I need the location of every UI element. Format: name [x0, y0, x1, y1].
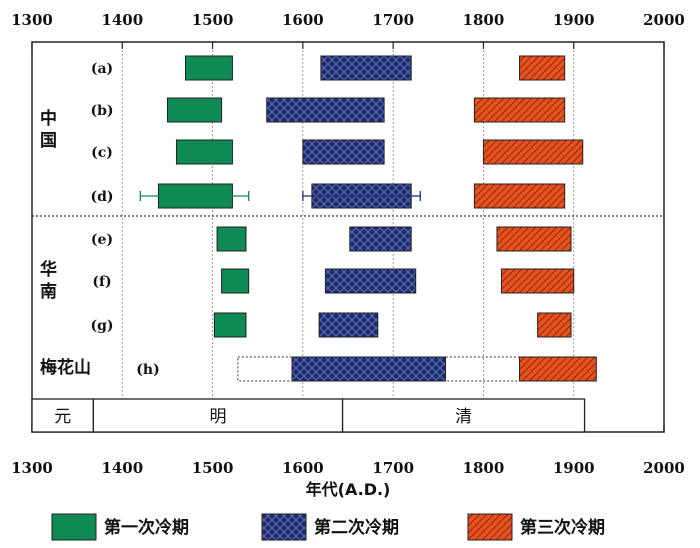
third-cold-period-bar — [496, 226, 572, 252]
third-cold-period-bar — [537, 312, 572, 338]
tick-label-bottom: 1400 — [101, 459, 143, 477]
region-label-china-char2: 国 — [40, 131, 57, 151]
third-cold-period-bar — [519, 55, 566, 81]
tick-label-bottom: 2000 — [643, 459, 685, 477]
first-cold-period-bar — [213, 312, 247, 338]
legend-swatch — [467, 513, 513, 541]
first-cold-period-bar — [184, 55, 233, 81]
row-label: (g) — [90, 318, 113, 334]
row-labels: (a) (b) (c) (d) (e) (f) (g) (h) — [90, 61, 159, 378]
error-bar — [302, 191, 421, 201]
legend-swatch — [51, 513, 97, 541]
tick-label-top: 1600 — [282, 11, 324, 29]
row-label: (f) — [92, 274, 111, 290]
legend-label: 第二次冷期 — [314, 517, 399, 538]
tick-label-top: 1400 — [101, 11, 143, 29]
legend-first-cold-period: 第一次冷期 — [51, 513, 189, 541]
bar-layer — [139, 55, 597, 382]
row-label: (c) — [91, 145, 113, 161]
tick-label-bottom: 1700 — [372, 459, 414, 477]
first-cold-period-bar — [221, 268, 250, 294]
row-label: (b) — [90, 103, 113, 119]
region-label-china-char1: 中 — [40, 108, 57, 129]
dynasty-label: 元 — [54, 407, 71, 427]
dynasty-box — [341, 398, 586, 433]
second-cold-period-bar — [291, 356, 447, 382]
third-cold-period-bar — [500, 268, 575, 294]
second-cold-period-bar — [320, 55, 412, 81]
first-cold-period-bar — [216, 226, 247, 252]
tick-label-bottom: 1600 — [282, 459, 324, 477]
tick-label-bottom: 1300 — [11, 459, 53, 477]
row-label: (d) — [90, 189, 113, 205]
row-label: (h) — [136, 362, 159, 378]
legend-second-cold-period: 第二次冷期 — [261, 513, 399, 541]
x-axis-title: 年代(A.D.) — [306, 480, 391, 499]
region-label-huanan-char1: 华 — [40, 259, 57, 280]
region-label-huanan-char2: 南 — [40, 281, 57, 302]
top-axis-ticks: 1300 1400 1500 1600 1700 1800 1900 2000 — [11, 11, 685, 432]
dynasty-box — [31, 398, 95, 433]
second-cold-period-bar — [318, 312, 379, 338]
legend-label: 第一次冷期 — [104, 517, 189, 538]
third-cold-period-bar — [482, 139, 584, 165]
tick-label-bottom: 1800 — [463, 459, 505, 477]
dynasty-bar: 元明清 — [31, 398, 586, 433]
legend-swatch — [261, 513, 307, 541]
third-cold-period-bar — [473, 97, 566, 123]
tick-label-bottom: 1900 — [553, 459, 595, 477]
row-label: (a) — [91, 61, 113, 77]
third-cold-period-bar — [473, 183, 566, 209]
second-cold-period-bar — [349, 226, 412, 252]
second-cold-period-bar — [302, 139, 385, 165]
third-cold-period-bar — [519, 356, 597, 382]
tick-label-top: 2000 — [643, 11, 685, 29]
first-cold-period-bar — [166, 97, 223, 123]
region-label-meihuashan: 梅花山 — [40, 357, 91, 378]
first-cold-period-bar — [175, 139, 233, 165]
dynasty-label: 明 — [209, 407, 226, 427]
row-label: (e) — [91, 232, 113, 248]
tick-label-top: 1800 — [463, 11, 505, 29]
bottom-axis-ticks: 1300 1400 1500 1600 1700 1800 1900 2000 — [11, 459, 685, 477]
tick-label-top: 1900 — [553, 11, 595, 29]
legend-label: 第三次冷期 — [520, 517, 605, 538]
tick-label-top: 1500 — [192, 11, 234, 29]
error-bar — [139, 191, 250, 201]
second-cold-period-bar — [266, 97, 385, 123]
tick-label-bottom: 1500 — [192, 459, 234, 477]
dynasty-box — [92, 398, 344, 433]
legend: 第一次冷期 第二次冷期 第三次冷期 — [51, 513, 605, 541]
second-cold-period-bar — [324, 268, 417, 294]
tick-label-top: 1300 — [11, 11, 53, 29]
legend-third-cold-period: 第三次冷期 — [467, 513, 605, 541]
dynasty-label: 清 — [455, 407, 472, 427]
tick-label-top: 1700 — [372, 11, 414, 29]
